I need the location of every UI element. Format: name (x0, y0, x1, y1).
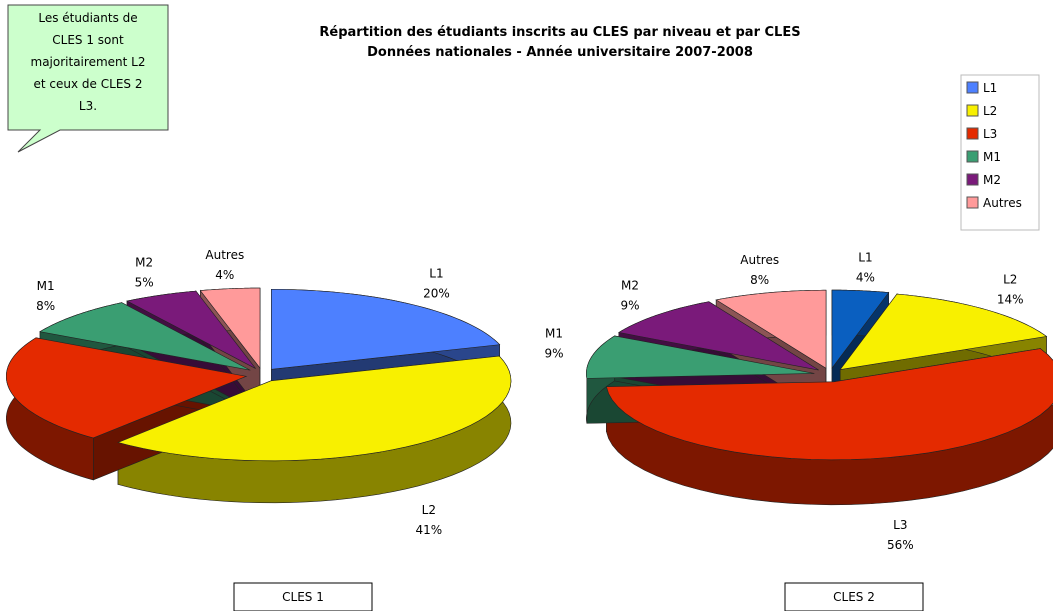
annotation-text: Les étudiants de (38, 11, 137, 25)
slice-value-label: 9% (621, 299, 640, 313)
slice-value-label: 8% (36, 299, 55, 313)
slice-value-label: 56% (887, 538, 914, 552)
legend-label: L3 (983, 127, 997, 141)
slice (831, 289, 890, 369)
annotation-text: et ceux de CLES 2 (34, 77, 143, 91)
slice-value-label: 4% (215, 268, 234, 282)
slice (39, 302, 251, 371)
slice-label: L3 (893, 518, 907, 532)
pie-title: CLES 2 (833, 590, 875, 604)
slice-value-label: 9% (545, 347, 564, 361)
slice-label: Autres (205, 248, 244, 262)
pie-title: CLES 1 (282, 590, 324, 604)
annotation-text: majoritairement L2 (31, 55, 146, 69)
slice-label: M2 (621, 279, 639, 293)
slice (618, 301, 819, 371)
legend-label: Autres (983, 196, 1022, 210)
legend-label: L1 (983, 81, 997, 95)
legend-swatch (966, 173, 979, 186)
annotation-text: CLES 1 sont (52, 33, 124, 47)
slice-label: L2 (1003, 272, 1017, 286)
legend-label: M2 (983, 173, 1001, 187)
legend-label: L2 (983, 104, 997, 118)
slice-value-label: 5% (135, 276, 154, 290)
slice-value-label: 8% (750, 273, 769, 287)
annotation-text: L3. (79, 99, 97, 113)
legend-swatch (966, 196, 979, 209)
slice (586, 335, 815, 379)
chart-title: Répartition des étudiants inscrits au CL… (319, 25, 800, 40)
slice (117, 355, 512, 462)
slice (715, 289, 827, 369)
slice (199, 287, 261, 369)
slice-label: L1 (429, 267, 443, 281)
slice-label: L2 (422, 503, 436, 517)
legend-swatch (966, 150, 979, 163)
slice-label: L1 (858, 251, 872, 265)
slice-value-label: 41% (415, 523, 442, 537)
slice-label: M2 (135, 256, 153, 270)
slice (6, 337, 248, 439)
slice (606, 348, 1053, 461)
pie-title-box (784, 582, 924, 612)
pie-tops (6, 287, 512, 462)
slice (126, 290, 256, 369)
pie-tops (586, 289, 1053, 461)
legend-label: M1 (983, 150, 1001, 164)
slice-value-label: 20% (423, 287, 450, 301)
legend-swatch (966, 81, 979, 94)
slice-label: M1 (545, 327, 563, 341)
slice-label: Autres (740, 253, 779, 267)
legend-swatch (966, 127, 979, 140)
slice-value-label: 14% (997, 292, 1024, 306)
annotation-box (7, 4, 169, 153)
slice-value-label: 4% (856, 271, 875, 285)
slice (271, 289, 501, 370)
slice-label: M1 (37, 279, 55, 293)
legend-swatch (966, 104, 979, 117)
slice (839, 293, 1048, 371)
chart-title: Données nationales - Année universitaire… (367, 45, 753, 60)
